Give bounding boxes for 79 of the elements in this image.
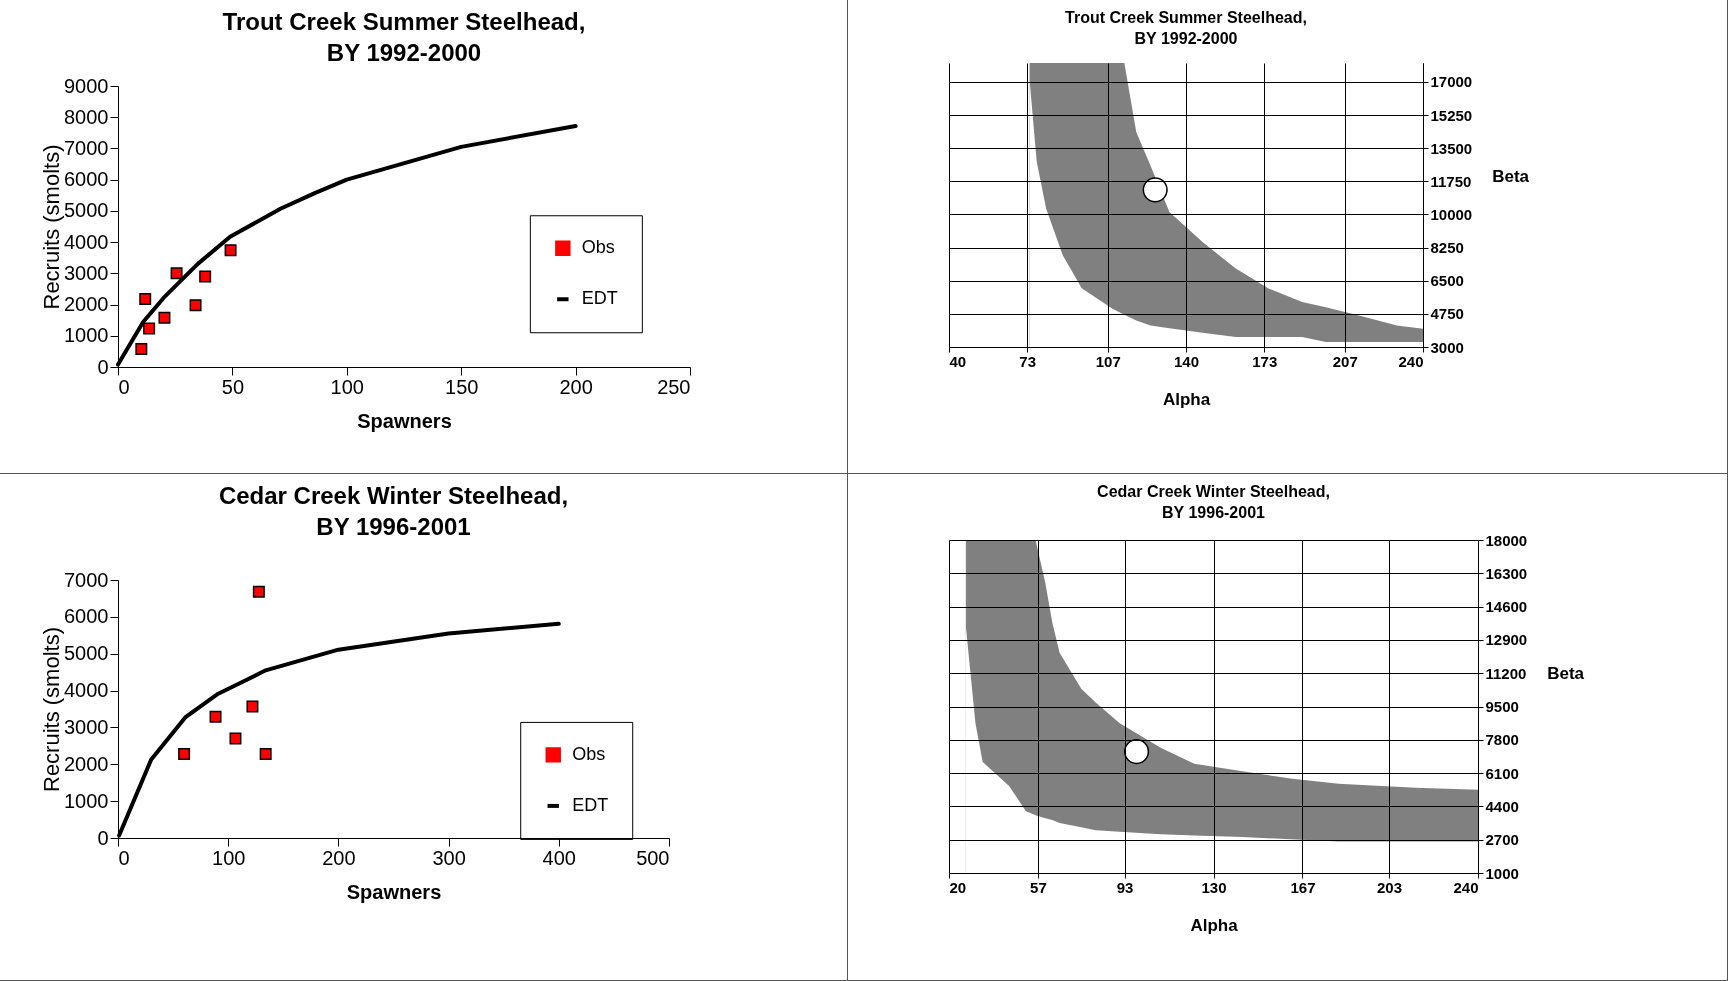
- x-tick-label: 150: [445, 375, 479, 398]
- x-tick-label: 57: [1030, 878, 1047, 896]
- y-tick-label: 2000: [64, 752, 109, 775]
- x-tick-label: 93: [1116, 878, 1134, 896]
- legend-label: Obs: [581, 237, 615, 258]
- x-tick-label: 173: [1252, 352, 1278, 370]
- chart-title: Cedar Creek Winter Steelhead, BY 1996-2001: [218, 481, 569, 540]
- y-tick-label: 4750: [1430, 305, 1464, 323]
- y-tick-label: 1000: [64, 789, 109, 812]
- x-tick-label: 200: [559, 375, 593, 398]
- y-tick-label: 4000: [64, 679, 109, 702]
- chart-title: Trout Creek Summer Steelhead, BY 1992-2000: [222, 7, 586, 66]
- y-axis-title: Recruits (smolts): [39, 144, 65, 310]
- y-tick-label: 1000: [1485, 864, 1519, 882]
- x-tick-label: 203: [1377, 878, 1403, 896]
- y-tick-label: 1000: [64, 324, 109, 347]
- x-tick-label: 20: [949, 878, 967, 896]
- y-tick-label: 7000: [64, 568, 109, 591]
- x-tick-label: 140: [1173, 352, 1200, 370]
- y-tick-label: 10000: [1430, 205, 1473, 223]
- x-tick-label: 400: [542, 846, 576, 869]
- y-tick-label: 6000: [64, 605, 109, 628]
- chart-title: Trout Creek Summer Steelhead, BY 1992-2000: [1065, 9, 1307, 47]
- y-tick-label: 6100: [1485, 764, 1519, 782]
- x-tick-label: 130: [1201, 878, 1227, 896]
- y-tick-label: 12900: [1485, 631, 1528, 649]
- y-tick-label: 8000: [64, 105, 109, 128]
- y-tick-label: 2000: [64, 293, 109, 316]
- x-axis-title: Alpha: [1162, 389, 1211, 409]
- legend-label: EDT: [581, 288, 618, 309]
- x-tick-label: 250: [657, 375, 691, 398]
- x-tick-label: 300: [432, 846, 466, 869]
- y-tick-label: 11200: [1485, 664, 1527, 682]
- y-tick-label: 16300: [1485, 564, 1528, 582]
- legend-label: Obs: [572, 743, 606, 764]
- x-tick-label: 73: [1019, 352, 1037, 370]
- x-tick-label: 100: [330, 375, 364, 398]
- x-axis-title: Spawners: [357, 409, 452, 432]
- x-tick-label: 167: [1290, 878, 1316, 896]
- y-tick-label: 3000: [64, 261, 109, 284]
- x-tick-label: 0: [118, 846, 130, 869]
- x-axis-title: Alpha: [1190, 915, 1239, 935]
- y-tick-label: 4400: [1485, 797, 1519, 815]
- y-tick-label: 5000: [64, 199, 109, 222]
- x-tick-label: 200: [322, 846, 356, 869]
- x-tick-label: 107: [1095, 352, 1121, 370]
- y-tick-label: 3000: [64, 715, 109, 738]
- legend-label: EDT: [572, 794, 609, 815]
- chart-title: Cedar Creek Winter Steelhead, BY 1996-2001: [1097, 483, 1330, 521]
- y-tick-label: 9000: [64, 74, 109, 97]
- y-tick-label: 14600: [1485, 598, 1528, 616]
- y-tick-label: 13500: [1430, 139, 1473, 157]
- y-tick-label: 18000: [1485, 531, 1528, 549]
- y-tick-label: 5000: [64, 642, 109, 665]
- x-tick-label: 40: [949, 352, 967, 370]
- y-tick-label: 8250: [1430, 239, 1464, 257]
- x-tick-label: 50: [221, 375, 245, 398]
- y-tick-label: 15250: [1430, 106, 1473, 124]
- x-axis-title: Spawners: [346, 880, 442, 903]
- x-tick-label: 240: [1453, 878, 1479, 896]
- x-tick-label: 240: [1398, 352, 1424, 370]
- y-tick-label: 7800: [1485, 731, 1519, 749]
- y-axis-title: Beta: [1492, 167, 1530, 187]
- y-axis-title: Beta: [1547, 663, 1585, 683]
- y-tick-label: 9500: [1485, 698, 1519, 715]
- y-tick-label: 7000: [64, 136, 109, 159]
- y-axis-title: Recruits (smolts): [39, 626, 65, 793]
- y-tick-label: 4000: [64, 230, 109, 253]
- y-tick-label: 0: [97, 826, 109, 849]
- y-tick-label: 11750: [1430, 172, 1472, 190]
- x-tick-label: 0: [118, 375, 130, 398]
- x-tick-label: 207: [1332, 352, 1358, 370]
- x-tick-label: 100: [212, 846, 246, 869]
- y-tick-label: 17000: [1430, 73, 1473, 91]
- x-tick-label: 500: [636, 846, 670, 869]
- y-tick-label: 6000: [64, 168, 109, 191]
- y-tick-label: 6500: [1430, 272, 1464, 290]
- y-tick-label: 2700: [1485, 831, 1519, 849]
- y-tick-label: 3000: [1430, 338, 1464, 356]
